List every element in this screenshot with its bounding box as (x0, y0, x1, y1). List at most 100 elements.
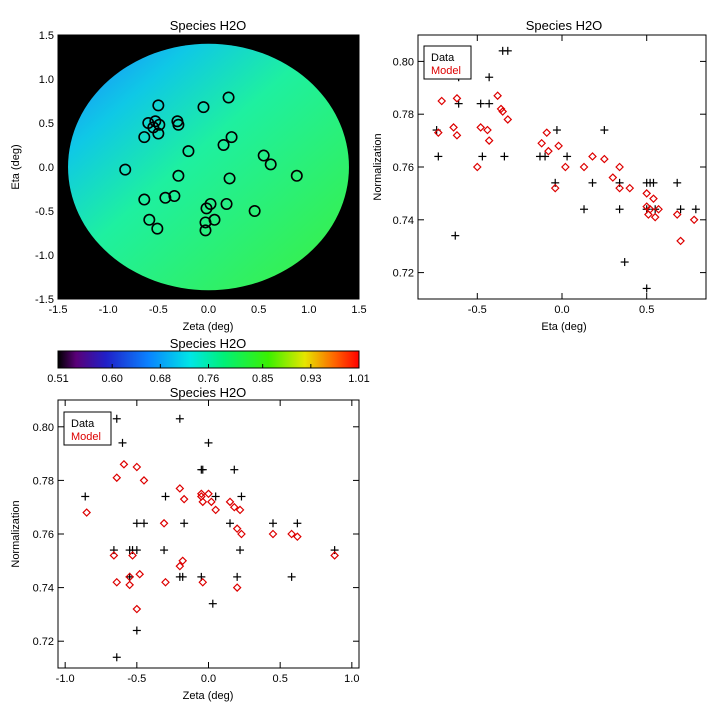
zeta-plot-data-point (180, 519, 189, 528)
colorbar-tick-label: 0.93 (300, 373, 321, 385)
zeta-plot-model-point (125, 580, 135, 590)
legend-entry-data: Data (431, 52, 455, 64)
zeta-plot-model-point (237, 529, 246, 539)
zeta-plot-data-point (175, 414, 184, 423)
source-circle (200, 202, 213, 215)
zeta-plot-model-point (196, 489, 206, 499)
eta-plot-ytick-label: 0.72 (393, 268, 414, 280)
zeta-plot-model-point (175, 484, 185, 493)
map-xtick-label: 0.0 (201, 304, 216, 316)
source-circle (143, 213, 156, 226)
zeta-plot-data-point (112, 414, 121, 423)
zeta-plot-data-point (132, 546, 141, 555)
eta-plot-model-point (476, 123, 486, 132)
zeta-plot-model-point (125, 572, 135, 582)
source-circle (290, 169, 303, 182)
eta-scatter-marks (432, 46, 700, 293)
zeta-plot-model-point (229, 502, 239, 512)
source-circle (152, 99, 165, 112)
map-xtick-label: -1.0 (99, 304, 118, 316)
zeta-plot-ytick-label: 0.74 (33, 583, 54, 595)
legend-box (63, 411, 112, 446)
eta-plot-data-point (434, 152, 443, 161)
source-circle (151, 222, 164, 235)
eta-plot-data-point (451, 231, 460, 240)
eta-plot-data-point (620, 258, 629, 267)
eta-plot-model-point (452, 94, 462, 103)
zeta-plot-model-point (330, 551, 339, 560)
eta-plot-data-point (615, 178, 624, 187)
eta-plot-ytick-label: 0.80 (393, 56, 414, 68)
zeta-plot-model-point (132, 604, 142, 614)
map-xtick-label: 1.5 (351, 304, 366, 316)
colorbar-title: Species H2O (170, 336, 247, 351)
source-circle (152, 127, 165, 140)
eta-plot-data-point (476, 99, 485, 108)
eta-plot-xtick-label: -0.5 (468, 304, 487, 316)
zeta-plot-model-point (112, 473, 122, 483)
zeta-plot-model-point (112, 577, 122, 587)
eta-plot-model-point (544, 146, 553, 156)
map-xtick-label: 0.5 (251, 304, 266, 316)
zeta-plot-data-point (233, 572, 242, 581)
eta-plot-model-point (689, 215, 699, 225)
zeta-plot-ytick-label: 0.76 (33, 529, 54, 541)
source-circle (220, 197, 233, 210)
source-circle (182, 145, 195, 158)
eta-plot-data-point (615, 205, 624, 214)
zeta-plot-model-point (119, 459, 129, 469)
source-circle (264, 158, 277, 171)
zeta-plot-legend: Data Model (63, 411, 112, 446)
eta-plot-model-point (625, 183, 635, 193)
zeta-plot-model-point (159, 518, 169, 528)
eta-plot-ylabel: Normalization (372, 133, 384, 200)
source-circle (172, 118, 185, 131)
eta-plot-xtick-label: 0.0 (554, 304, 569, 316)
map-panel: -1.5 -1.0 -0.5 0.0 0.5 1.0 1.5 -1.5 -1.0 -0.5 0.0 0… (10, 18, 367, 333)
map-xtick-label: -1.5 (49, 304, 68, 316)
zeta-plot-model-point (179, 494, 189, 504)
eta-plot-data-point (676, 205, 685, 214)
eta-plot-data-point (485, 99, 494, 108)
source-circle (149, 115, 162, 128)
zeta-plot-model-point (293, 532, 302, 542)
zeta-plot-model-point (204, 489, 213, 499)
eta-plot-model-point (588, 152, 597, 161)
zeta-plot-data-point (132, 519, 141, 528)
eta-plot-model-point (642, 189, 652, 198)
source-circle (257, 149, 270, 162)
eta-plot-ytick-label: 0.74 (393, 215, 414, 227)
eta-plot-xlabel: Eta (deg) (541, 321, 586, 333)
zeta-plot-data-point (118, 438, 127, 447)
legend-entry-model: Model (431, 65, 461, 77)
map-xlabel: Zeta (deg) (183, 321, 234, 333)
eta-plot-data-point (649, 178, 658, 187)
colorbar-tick-label: 1.01 (348, 373, 369, 385)
zeta-plot-model-point (268, 529, 278, 539)
source-circle (223, 172, 236, 185)
source-circle (119, 163, 132, 176)
eta-plot-model-point (645, 204, 655, 214)
eta-plot-model-point (650, 212, 660, 222)
map-ytick-label: 1.0 (39, 74, 54, 86)
eta-plot-model-point (672, 210, 682, 219)
eta-plot-ytick-label: 0.76 (393, 162, 414, 174)
colorbar-tick-label: 0.68 (150, 373, 171, 385)
eta-plot-model-point (472, 162, 482, 172)
zeta-plot-data-point (208, 599, 217, 608)
zeta-plot-model-point (132, 462, 142, 472)
eta-plot-model-point (615, 183, 624, 193)
zeta-plot-model-point (161, 577, 170, 587)
zeta-plot-data-point (236, 546, 245, 555)
eta-plot-model-point (433, 128, 443, 138)
zeta-plot-data-point (230, 465, 239, 474)
zeta-plot-model-point (198, 497, 208, 507)
eta-plot-model-point (654, 204, 663, 214)
eta-plot-model-point (554, 141, 563, 151)
eta-plot-data-point (500, 152, 509, 161)
eta-plot-data-point (642, 284, 651, 293)
zeta-scatter-marks (81, 414, 339, 662)
zeta-plot-model-point (109, 551, 119, 560)
eta-plot-title: Species H2O (526, 18, 603, 33)
